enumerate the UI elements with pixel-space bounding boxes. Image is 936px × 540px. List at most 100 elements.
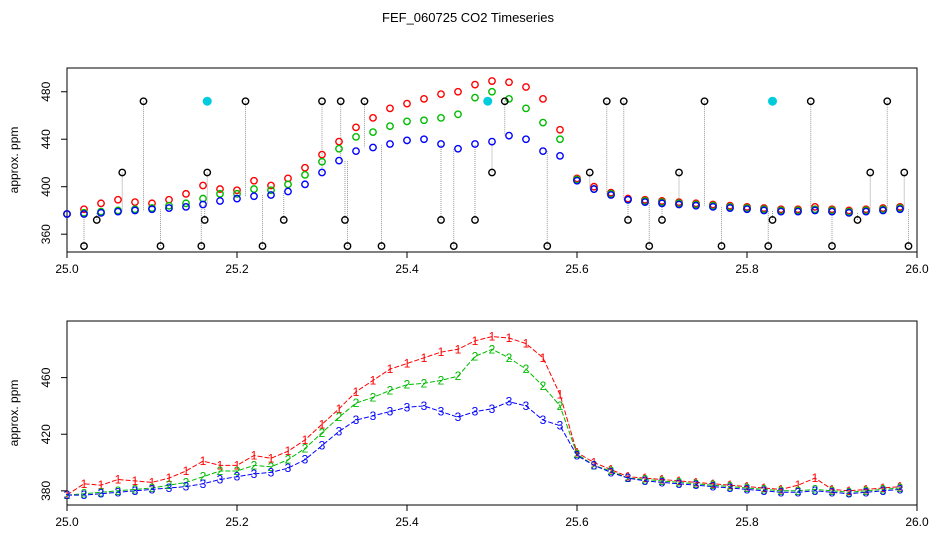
series-2-label: 2	[353, 396, 360, 410]
series-2-label: 2	[761, 482, 768, 496]
series-3-point	[216, 197, 224, 205]
series-3-point	[862, 207, 870, 216]
series-3-point	[199, 200, 207, 209]
x-tick-label: 25.6	[565, 262, 589, 276]
series-2-label: 2	[234, 464, 241, 478]
flagged-point	[645, 242, 654, 250]
series-3-label: 3	[183, 480, 190, 494]
series-2-label: 2	[64, 488, 71, 502]
flagged-point	[279, 216, 288, 224]
series-3-point	[352, 147, 360, 155]
series-2-point	[522, 104, 530, 113]
series-2-label: 2	[557, 399, 564, 413]
series-3-label: 3	[727, 481, 734, 495]
series-1-point	[216, 185, 224, 193]
series-3-label: 3	[659, 475, 666, 489]
series-2-point	[539, 118, 547, 127]
series-3-point	[437, 140, 445, 148]
figure-title: FEF_060725 CO2 Timeseries	[382, 10, 554, 25]
series-2-label: 2	[897, 481, 904, 495]
highlight-point	[483, 96, 493, 106]
series-2-label: 2	[659, 474, 666, 488]
series-1-point	[199, 181, 207, 190]
series-3-label: 3	[744, 482, 751, 496]
highlight-point	[768, 96, 778, 106]
series-1-label: 1	[591, 456, 598, 470]
series-3-label: 3	[404, 400, 411, 414]
series-3-point	[794, 207, 802, 216]
series-2-point	[403, 117, 411, 126]
series-1-label: 1	[387, 362, 394, 376]
y-tick-label: 440	[39, 129, 53, 149]
series-3-point	[743, 205, 751, 214]
series-1-point	[250, 176, 258, 185]
series-2-line	[66, 348, 901, 496]
x-tick-label: 25.2	[225, 262, 249, 276]
top-panel: approx. ppm 25.0 25.2 25.4 25.6 25.8 26.0 360 4…	[7, 67, 929, 276]
series-3-label: 3	[574, 448, 581, 462]
series-1-point	[131, 198, 139, 207]
series-1-label: 1	[846, 484, 853, 498]
series-2-label: 2	[336, 410, 343, 424]
series-2-point	[233, 189, 241, 198]
series-3-point	[301, 180, 309, 189]
flagged-point	[139, 97, 148, 106]
y-tick-label: 460	[39, 367, 53, 387]
series-1-point	[403, 99, 411, 108]
series-1-label: 1	[98, 478, 105, 492]
series-2-point	[267, 186, 275, 195]
series-3-point	[726, 204, 734, 212]
series-3-label: 3	[693, 478, 700, 492]
series-1-point	[182, 189, 190, 198]
series-1-point	[386, 104, 394, 113]
series-3-label: 3	[829, 485, 836, 499]
series-3-label: 3	[540, 413, 547, 427]
series-3-label: 3	[863, 485, 870, 499]
series-3-label: 3	[472, 405, 479, 419]
series-1-label: 1	[438, 345, 445, 359]
series-3-point	[403, 136, 411, 145]
top-marks	[63, 77, 913, 250]
series-1-point	[114, 195, 122, 204]
flagged-point	[449, 242, 458, 250]
series-3-point	[284, 187, 292, 196]
top-plot-frame	[66, 67, 918, 253]
series-3-label: 3	[710, 480, 717, 494]
series-1-label: 1	[489, 330, 496, 344]
series-3-label: 3	[268, 465, 275, 479]
series-1-label: 1	[574, 446, 581, 460]
flagged-point	[543, 242, 552, 250]
series-3-point	[114, 207, 122, 216]
series-2-point	[556, 135, 564, 144]
flagged-point	[900, 168, 909, 177]
series-1-label: 1	[64, 488, 71, 502]
flagged-point	[675, 168, 683, 177]
flagged-point	[241, 97, 250, 106]
series-2-label: 2	[489, 342, 496, 356]
series-1-label: 1	[523, 337, 530, 351]
series-2-label: 2	[591, 458, 598, 472]
series-3-label: 3	[370, 409, 377, 423]
series-1-label: 1	[676, 474, 683, 488]
series-3-point	[607, 191, 615, 199]
x-tick-label: 25.4	[395, 262, 419, 276]
flagged-point	[585, 168, 594, 177]
series-1-point	[505, 78, 513, 87]
bottom-ticks: 25.0 25.2 25.4 25.6 25.8 26.0 380 420 460	[39, 367, 929, 529]
series-3-point	[624, 195, 632, 204]
series-3-label: 3	[557, 419, 564, 433]
series-3-point	[182, 202, 190, 211]
series-1-point	[369, 113, 377, 122]
series-1-label: 1	[557, 388, 564, 402]
series-1-label: 1	[81, 477, 88, 491]
series-1-label: 1	[880, 481, 887, 495]
series-1-label: 1	[608, 463, 615, 477]
series-3-label: 3	[387, 405, 394, 419]
series-3-label: 3	[523, 399, 530, 413]
flagged-point	[883, 97, 892, 106]
series-2-label: 2	[404, 378, 411, 392]
series-3-point	[896, 205, 904, 214]
flagged-point	[619, 97, 628, 106]
series-2-label: 2	[251, 458, 258, 472]
flagged-point	[258, 242, 267, 250]
